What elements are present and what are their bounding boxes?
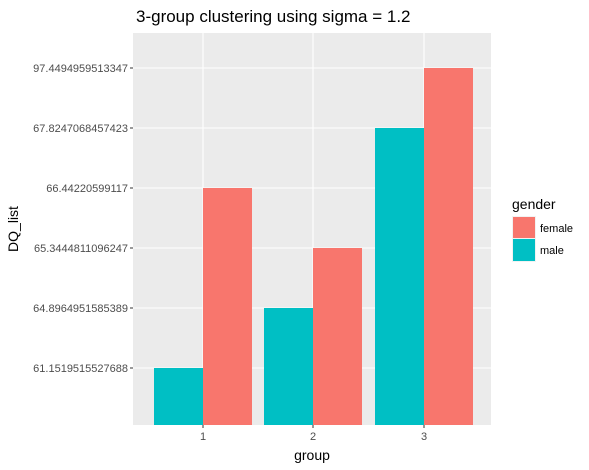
x-axis-ticks: 1 2 3 xyxy=(200,425,427,443)
x-tick-label: 3 xyxy=(421,431,427,443)
legend-label-female: female xyxy=(540,223,573,235)
y-tick-label: 66.44220599117 xyxy=(46,183,128,195)
bar-male xyxy=(154,368,203,425)
legend-swatch-female xyxy=(513,217,535,239)
bar-male xyxy=(264,308,313,425)
x-tick-label: 1 xyxy=(200,431,206,443)
y-tick-label: 61.1519515527688 xyxy=(33,363,128,375)
y-tick-label: 65.3444811096247 xyxy=(34,243,128,255)
y-tick-label: 67.8247068457423 xyxy=(33,123,128,135)
y-axis-title: DQ_list xyxy=(5,206,21,252)
legend: gender female male xyxy=(512,196,573,262)
bar-female xyxy=(203,188,252,425)
chart-title: 3-group clustering using sigma = 1.2 xyxy=(136,7,411,26)
legend-label-male: male xyxy=(540,245,564,257)
y-axis-ticks: 61.1519515527688 64.8964951585389 65.34448… xyxy=(33,63,133,375)
x-axis-title: group xyxy=(294,447,330,463)
y-tick-label: 64.8964951585389 xyxy=(33,303,128,315)
bar-female xyxy=(424,68,473,425)
bar-male xyxy=(375,128,424,425)
legend-title: gender xyxy=(512,196,556,212)
x-tick-label: 2 xyxy=(310,431,316,443)
bars xyxy=(154,68,473,425)
legend-swatch-male xyxy=(513,239,535,261)
bar-female xyxy=(313,248,362,425)
y-tick-label: 97.4494959513347 xyxy=(33,63,128,75)
